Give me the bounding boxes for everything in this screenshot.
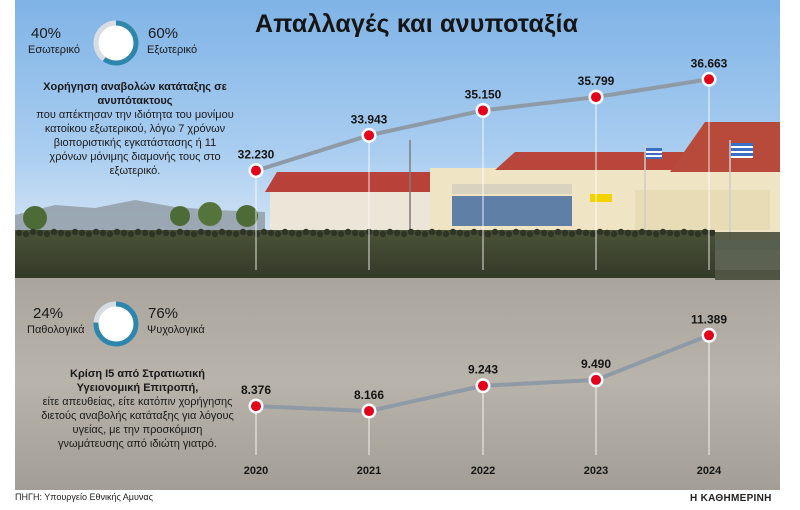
x-tick-label-2022: 2022 <box>471 465 495 477</box>
bottom-value-label-2023: 9.490 <box>581 357 611 371</box>
top-left-label: Εσωτερικό <box>28 44 80 56</box>
top-note: Χορήγηση αναβολών κατάταξης σε ανυπότακτ… <box>35 80 235 178</box>
top-point-2024 <box>704 74 714 85</box>
bottom-note-title: Κρίση Ι5 από Στρατιωτική Υγειονομική Επι… <box>70 368 205 394</box>
top-right-percent: 60% <box>148 25 179 42</box>
top-value-label-2021: 33.943 <box>351 112 388 126</box>
top-line-chart: 32.230 33.943 35.150 35.799 36.663 <box>238 56 728 270</box>
background-photo <box>15 0 780 490</box>
bottom-left-percent: 24% <box>33 305 64 322</box>
top-note-body: που απέκτησαν την ιδιότητα του μονίμου κ… <box>36 109 234 177</box>
top-ring-arc <box>93 20 139 66</box>
x-tick-label-2023: 2023 <box>584 465 608 477</box>
x-tick-label-2024: 2024 <box>697 465 722 477</box>
bottom-point-2024 <box>704 330 714 341</box>
top-ring-chart <box>93 20 139 66</box>
top-value-label-2024: 36.663 <box>691 56 728 70</box>
top-value-label-2020: 32.230 <box>238 148 275 162</box>
top-point-2020 <box>251 165 261 176</box>
bottom-right-label: Ψυχολογικά <box>147 324 205 336</box>
source-note: ΠΗΓΗ: Υπουργείο Εθνικής Αμυνας <box>15 492 153 502</box>
top-value-label-2023: 35.799 <box>578 74 615 88</box>
top-right-label: Εξωτερικό <box>147 44 198 56</box>
top-value-label-2022: 35.150 <box>465 87 502 101</box>
bottom-point-2021 <box>364 406 374 417</box>
bottom-point-2022 <box>478 380 488 391</box>
x-tick-label-2021: 2021 <box>357 465 381 477</box>
bottom-note-body: είτε απευθείας, είτε κατόπιν χορήγησης δ… <box>41 396 234 450</box>
bottom-line-chart: 8.376 8.166 9.243 9.490 11.389 2020 2021 2022 20… <box>241 312 727 477</box>
bottom-value-label-2021: 8.166 <box>354 388 384 402</box>
infographic-background: 32.230 33.943 35.150 35.799 36.663 8.376 8.16… <box>15 0 780 490</box>
bottom-left-label: Παθολογικά <box>27 324 85 336</box>
bottom-ring-chart <box>93 301 139 347</box>
bottom-point-2020 <box>251 401 261 412</box>
bottom-value-label-2022: 9.243 <box>468 363 498 377</box>
top-point-2022 <box>478 105 488 116</box>
bottom-value-label-2024: 11.389 <box>691 312 727 326</box>
top-point-2023 <box>591 92 601 103</box>
x-tick-label-2020: 2020 <box>244 465 268 477</box>
bottom-point-2023 <box>591 374 601 385</box>
page-title: Απαλλαγές και ανυποταξία <box>255 10 579 38</box>
publisher-logo: Η ΚΑΘΗΜΕΡΙΝΗ <box>690 493 772 504</box>
bottom-note: Κρίση Ι5 από Στρατιωτική Υγειονομική Επι… <box>40 367 235 451</box>
bottom-ring-arc <box>93 301 139 347</box>
top-left-percent: 40% <box>31 25 62 42</box>
top-point-2021 <box>364 130 374 141</box>
bottom-value-label-2020: 8.376 <box>241 383 271 397</box>
bottom-right-percent: 76% <box>148 305 179 322</box>
top-note-title: Χορήγηση αναβολών κατάταξης σε ανυπότακτ… <box>43 81 227 107</box>
